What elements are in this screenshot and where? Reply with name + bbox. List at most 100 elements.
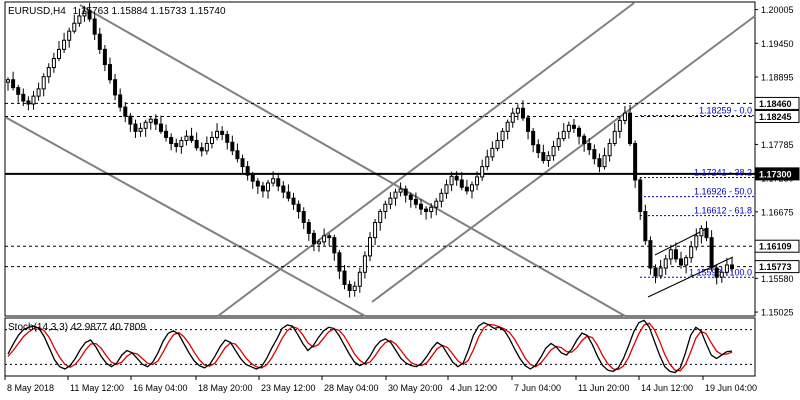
- candle-body: [240, 158, 245, 168]
- candle-body: [556, 138, 561, 148]
- candle-body: [301, 211, 306, 223]
- candle-body: [495, 139, 500, 149]
- candle-body: [449, 175, 454, 186]
- time-tick-label: 16 May 04:00: [133, 383, 188, 393]
- candle-body: [255, 180, 260, 187]
- candle-body: [694, 235, 699, 248]
- stoch-main-line: [7, 319, 733, 374]
- candle-body: [46, 67, 51, 78]
- candle-body: [628, 112, 633, 145]
- candle-body: [286, 191, 291, 199]
- trend-channel-lines[interactable]: [4, 2, 756, 317]
- candle-body: [638, 179, 643, 213]
- candle-body: [398, 188, 403, 193]
- price-tick-label: 1.19450: [761, 39, 794, 49]
- stoch-signal-line: [7, 322, 733, 372]
- price-level-tag: [754, 239, 800, 253]
- candle-body: [612, 130, 617, 145]
- candle-body: [592, 149, 597, 160]
- candle-body: [6, 79, 10, 83]
- candle-body: [577, 127, 582, 137]
- price-tick-label: 1.20005: [761, 5, 794, 15]
- candle-body: [520, 107, 525, 119]
- candle-body: [730, 264, 734, 270]
- time-tick-label: 7 Jun 04:00: [514, 383, 561, 393]
- fib-level-label: 1.17241 - 38.2: [694, 167, 752, 177]
- candle-body: [36, 88, 41, 97]
- candle-body: [332, 237, 337, 254]
- candle-body: [77, 15, 82, 24]
- time-tick-label: 14 Jun 12:00: [641, 383, 693, 393]
- candle-body: [322, 235, 327, 243]
- chart-symbol: EURUSD,H4: [8, 6, 66, 17]
- candle-body: [164, 130, 169, 138]
- candle-body: [51, 57, 56, 69]
- candle-body: [92, 18, 97, 35]
- stoch-pane[interactable]: [4, 317, 756, 377]
- candle-body: [622, 112, 627, 121]
- price-level-tag: [754, 109, 800, 123]
- price-tick-label: 1.15580: [761, 274, 794, 284]
- candle-body: [571, 124, 576, 129]
- flag-channel-lower[interactable]: [647, 256, 734, 298]
- candle-body: [194, 139, 199, 149]
- candle-body: [658, 267, 663, 277]
- candle-body: [454, 175, 459, 181]
- candle-body: [709, 237, 714, 269]
- price-level-tag-label: 1.17300: [759, 169, 792, 179]
- candlesticks: [6, 3, 734, 298]
- candle-body: [82, 10, 87, 17]
- candle-body: [378, 211, 383, 223]
- candle-body: [209, 136, 214, 145]
- candle-body: [597, 158, 602, 168]
- candle-body: [413, 198, 418, 205]
- candle-body: [113, 79, 118, 96]
- flag-channel-upper[interactable]: [654, 227, 709, 256]
- candle-body: [245, 166, 250, 176]
- candle-body: [118, 94, 123, 108]
- candle-body: [699, 228, 704, 237]
- fib-level-label: 1.16926 - 50.0: [694, 187, 752, 197]
- candle-body: [26, 100, 31, 105]
- candle-body: [220, 130, 225, 135]
- candle-body: [204, 143, 209, 152]
- candle-body: [67, 30, 72, 41]
- candle-body: [317, 241, 322, 245]
- ascending-channel-upper[interactable]: [217, 2, 635, 317]
- price-level-tag: [754, 260, 800, 274]
- candle-body: [337, 252, 342, 272]
- price-level-tag-label: 1.18460: [759, 99, 792, 109]
- candle-body: [510, 112, 515, 123]
- candle-body: [87, 10, 92, 20]
- candle-body: [459, 179, 464, 188]
- candle-body: [444, 184, 449, 194]
- candle-body: [107, 64, 112, 81]
- descending-channel-upper[interactable]: [79, 4, 626, 317]
- candle-body: [469, 184, 474, 192]
- candle-body: [327, 235, 332, 239]
- candle-body: [311, 232, 316, 245]
- candle-body: [41, 76, 46, 90]
- descending-channel-lower[interactable]: [4, 116, 366, 317]
- candle-body: [16, 87, 21, 95]
- candle-body: [368, 237, 372, 257]
- candle-body: [347, 283, 352, 291]
- candle-body: [230, 141, 235, 152]
- candle-body: [429, 206, 434, 213]
- candle-body: [174, 143, 179, 148]
- candle-body: [617, 119, 622, 132]
- candle-body: [383, 203, 388, 213]
- candle-body: [179, 139, 184, 148]
- price-pane[interactable]: [4, 1, 756, 317]
- price-level-tag: [754, 167, 800, 181]
- candle-body: [561, 130, 566, 140]
- candle-body: [215, 130, 220, 138]
- candle-body: [526, 117, 531, 132]
- ascending-channel-lower[interactable]: [371, 15, 756, 303]
- candle-body: [260, 185, 265, 192]
- candle-body: [266, 182, 271, 192]
- time-tick-label: 18 May 20:00: [198, 383, 253, 393]
- candle-body: [566, 124, 571, 132]
